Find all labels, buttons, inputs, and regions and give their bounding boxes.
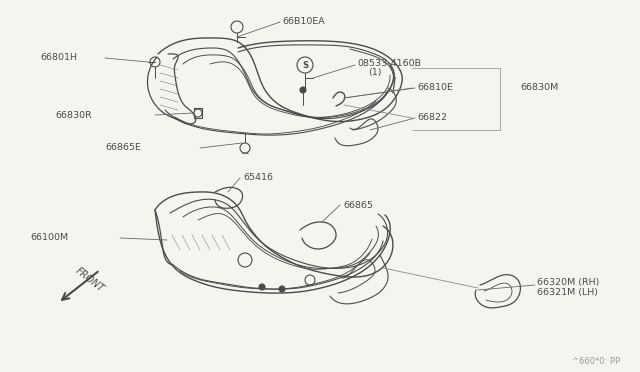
Text: S: S [302,61,308,70]
Text: 66321M (LH): 66321M (LH) [537,288,598,296]
Text: (1): (1) [368,68,381,77]
Circle shape [194,109,202,117]
Text: ^660*0: PP: ^660*0: PP [572,357,620,366]
Text: 66865: 66865 [343,201,373,209]
Text: 65416: 65416 [243,173,273,182]
Text: 66320M (RH): 66320M (RH) [537,278,600,286]
Text: 08533-4160B: 08533-4160B [357,58,421,67]
Circle shape [297,57,313,73]
Text: 66100M: 66100M [30,234,68,243]
Circle shape [279,286,285,292]
Circle shape [240,143,250,153]
Circle shape [259,284,265,290]
Circle shape [300,87,306,93]
Text: 66865E: 66865E [105,144,141,153]
Text: 66830M: 66830M [520,83,558,93]
Text: 66B10EA: 66B10EA [282,17,324,26]
Text: 66822: 66822 [417,113,447,122]
Text: FRONT: FRONT [74,266,106,294]
Text: 66830R: 66830R [55,110,92,119]
Text: 66801H: 66801H [40,54,77,62]
Text: 66810E: 66810E [417,83,453,93]
